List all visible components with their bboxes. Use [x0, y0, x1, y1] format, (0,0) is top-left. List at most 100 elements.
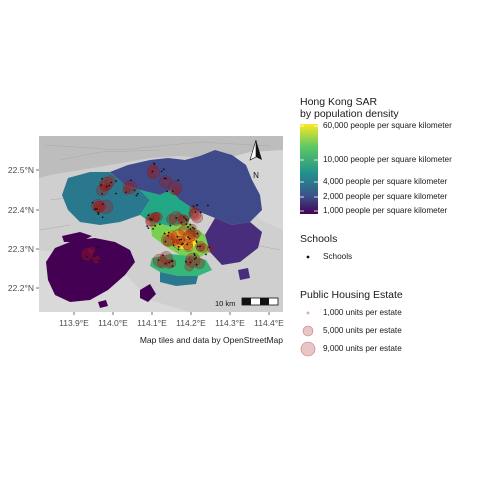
estate-marker [164, 259, 174, 269]
lon-label: 113.9°E [59, 318, 89, 328]
estate-marker [172, 239, 183, 249]
estate-marker [92, 255, 101, 264]
school-point [172, 244, 175, 247]
school-point [171, 190, 174, 193]
school-point [187, 236, 190, 239]
lon-label: 114.3°E [215, 318, 245, 328]
school-point [169, 224, 172, 227]
school-point [159, 223, 161, 226]
lon-label: 114.0°E [98, 318, 128, 328]
school-point [167, 234, 169, 237]
region-hk-island-south [160, 272, 198, 286]
region-cheung-chau [98, 300, 108, 308]
estate-marker [99, 176, 114, 191]
schools-legend-label: Schools [323, 252, 353, 261]
region-north-district [110, 150, 262, 225]
longitude-axis: 113.9°E 114.0°E 114.1°E 114.2°E 114.3°E … [59, 312, 284, 328]
school-point [146, 225, 149, 228]
region-yuen-long [62, 172, 150, 225]
estate-marker [175, 235, 186, 246]
school-point [167, 231, 170, 234]
lat-label: 22.4°N [8, 205, 34, 215]
school-point [193, 253, 196, 255]
school-point [184, 217, 187, 220]
estate-marker [104, 182, 112, 191]
estate-marker [150, 211, 161, 222]
scale-bar: 10 km [215, 297, 279, 308]
estate-marker [104, 175, 116, 187]
estate-marker [178, 225, 190, 236]
school-point [196, 204, 199, 207]
estate-marker [146, 165, 161, 179]
school-point [130, 179, 132, 182]
estate-marker [96, 184, 109, 197]
school-point [199, 245, 201, 248]
estate-marker [124, 182, 134, 192]
school-point [177, 245, 180, 248]
school-point [208, 246, 211, 249]
estate-marker [189, 205, 197, 213]
school-point [162, 168, 165, 171]
estate-marker [166, 258, 177, 269]
school-point [176, 235, 179, 238]
lat-label: 22.3°N [8, 244, 34, 254]
estate-marker [158, 175, 172, 189]
estate-marker [171, 186, 181, 196]
school-point [180, 221, 183, 224]
school-point [168, 261, 171, 264]
lon-label: 114.2°E [176, 318, 206, 328]
estate-marker [166, 213, 177, 225]
school-point [186, 243, 189, 246]
lon-label: 114.4°E [254, 318, 284, 328]
school-point [151, 170, 154, 173]
estate-marker [122, 180, 137, 195]
school-point [164, 240, 167, 243]
school-point [162, 254, 164, 257]
school-point [101, 216, 104, 219]
region-sai-kung [205, 218, 262, 265]
school-point [177, 248, 180, 251]
school-point [180, 238, 183, 241]
north-arrow: N [249, 139, 262, 180]
schools-layer [80, 162, 211, 267]
school-point [185, 260, 187, 263]
school-point [101, 203, 104, 206]
school-point [189, 261, 192, 264]
school-point [152, 227, 154, 230]
school-point [194, 211, 197, 213]
schools-legend-title: Schools [300, 233, 338, 245]
region-islands-east [238, 268, 250, 280]
estate-marker [81, 247, 94, 261]
density-legend-label: 2,000 people per square kilometer [323, 192, 448, 201]
estate-marker [187, 229, 200, 241]
colorbar-ticks [300, 125, 318, 212]
school-point [192, 205, 195, 208]
school-point [94, 208, 96, 211]
school-point [93, 255, 96, 258]
lat-label: 22.2°N [8, 283, 34, 293]
school-point [175, 217, 178, 219]
estates-legend-label: 1,000 units per estate [323, 308, 402, 317]
school-point [95, 208, 98, 210]
school-point [108, 184, 110, 187]
estate-marker [152, 253, 167, 268]
estates-legend-title: Public Housing Estate [300, 289, 403, 301]
region-lamma [140, 284, 156, 302]
school-point [100, 184, 103, 187]
estate-marker [145, 216, 156, 227]
school-point [185, 219, 188, 222]
estate-marker [93, 200, 106, 213]
school-point [96, 246, 99, 249]
school-point [195, 263, 198, 266]
school-point [205, 253, 207, 256]
school-point [153, 163, 156, 165]
school-point [183, 216, 185, 218]
map-attribution: Map tiles and data by OpenStreetMap [140, 335, 283, 345]
density-colorbar [300, 124, 318, 214]
school-point [187, 226, 189, 228]
density-legend-label: 60,000 people per square kilometer [323, 121, 452, 130]
school-point [171, 265, 174, 267]
school-point [195, 256, 198, 259]
estate-marker [198, 243, 209, 253]
estate-marker [88, 246, 96, 254]
